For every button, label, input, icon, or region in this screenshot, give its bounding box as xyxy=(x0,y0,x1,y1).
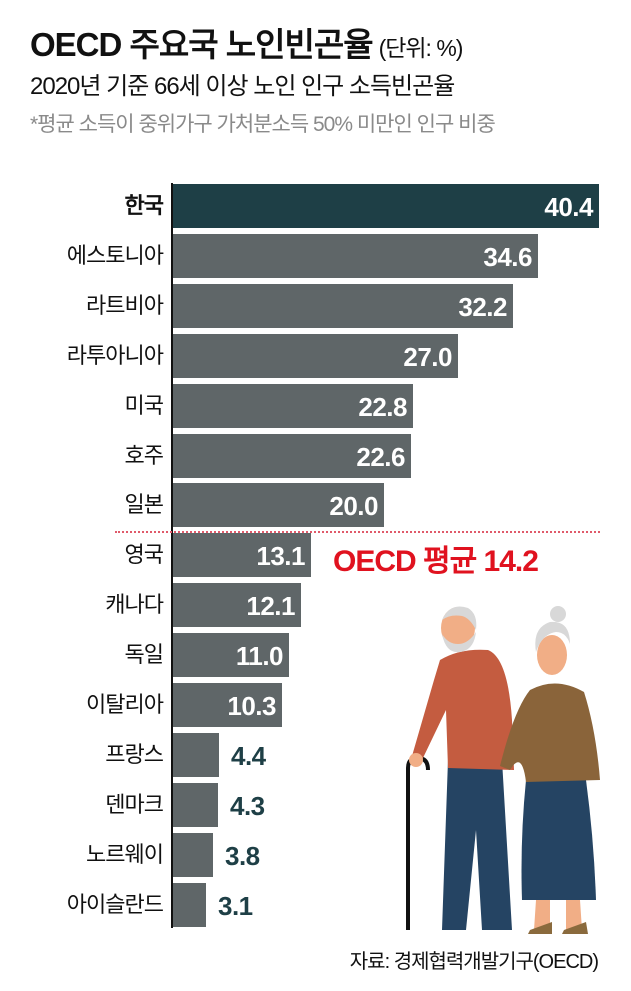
category-label: 호주 xyxy=(124,443,164,468)
elderly-couple-icon xyxy=(406,606,600,934)
bar: 13.1 xyxy=(173,533,311,577)
bar: 40.4 xyxy=(173,184,599,228)
category-label: 덴마크 xyxy=(105,792,164,817)
bar-row: 캐나다 12.1 xyxy=(0,583,631,627)
category-label: 라투아니아 xyxy=(66,343,164,368)
value-label: 12.1 xyxy=(246,591,295,621)
chart-title: OECD 주요국 노인빈곤율 (단위: %) xyxy=(30,18,464,66)
category-label: 에스토니아 xyxy=(66,243,164,268)
category-label: 독일 xyxy=(124,642,164,667)
category-label: 프랑스 xyxy=(105,742,164,767)
bar-row: 독일 11.0 xyxy=(0,633,631,677)
bar xyxy=(173,833,213,877)
bar-row: 라투아니아 27.0 xyxy=(0,334,631,378)
value-label: 10.3 xyxy=(227,691,276,721)
value-label: 4.4 xyxy=(231,741,266,771)
value-label: 13.1 xyxy=(256,541,305,571)
bar-row: 프랑스 4.4 xyxy=(0,733,631,777)
bar-row: 에스토니아 34.6 xyxy=(0,234,631,278)
category-label: 아이슬란드 xyxy=(66,892,164,917)
bar-row: 노르웨이 3.8 xyxy=(0,833,631,877)
title-text: OECD 주요국 노인빈곤율 xyxy=(30,26,374,63)
category-label: 캐나다 xyxy=(105,592,164,617)
bar-row: 덴마크 4.3 xyxy=(0,783,631,827)
value-label: 22.8 xyxy=(358,392,407,422)
value-label: 4.3 xyxy=(230,791,265,821)
category-label: 이탈리아 xyxy=(86,692,164,717)
y-axis-line xyxy=(171,183,173,928)
chart-footnote: *평균 소득이 중위가구 가처분소득 50% 미만인 인구 비중 xyxy=(30,113,496,136)
category-label: 라트비아 xyxy=(86,293,164,318)
bar-row: 일본 20.0 xyxy=(0,483,631,527)
value-label: 32.2 xyxy=(458,292,507,322)
bar: 12.1 xyxy=(173,583,301,627)
category-label: 일본 xyxy=(124,492,164,517)
elderly-couple-illustration xyxy=(390,600,630,945)
bar: 11.0 xyxy=(173,633,289,677)
value-label: 34.6 xyxy=(483,242,532,272)
value-label: 27.0 xyxy=(403,342,452,372)
bar xyxy=(173,733,219,777)
bar: 20.0 xyxy=(173,483,384,527)
bar-row: 한국 40.4 xyxy=(0,184,631,228)
bar xyxy=(173,883,206,927)
source-credit: 자료: 경제협력개발기구(OECD) xyxy=(349,951,599,973)
bar: 22.8 xyxy=(173,384,413,428)
bar-row: 미국 22.8 xyxy=(0,384,631,428)
bar: 10.3 xyxy=(173,683,282,727)
bar xyxy=(173,783,218,827)
unit-label: (단위: %) xyxy=(378,35,464,61)
bar-row: 호주 22.6 xyxy=(0,434,631,478)
value-label: 3.8 xyxy=(225,841,260,871)
bar: 22.6 xyxy=(173,434,411,478)
chart-subtitle: 2020년 기준 66세 이상 노인 인구 소득빈곤율 xyxy=(30,73,455,100)
value-label: 3.1 xyxy=(218,891,253,921)
value-label: 11.0 xyxy=(235,641,284,671)
bar: 32.2 xyxy=(173,284,513,328)
bar: 27.0 xyxy=(173,334,458,378)
bar-row: 이탈리아 10.3 xyxy=(0,683,631,727)
bar: 34.6 xyxy=(173,234,538,278)
category-label: 노르웨이 xyxy=(86,842,164,867)
oecd-average-label: OECD 평균 14.2 xyxy=(333,545,539,578)
bar-row: 라트비아 32.2 xyxy=(0,284,631,328)
bar-row: 영국 13.1 xyxy=(0,533,631,577)
category-label: 미국 xyxy=(124,393,164,418)
value-label: 20.0 xyxy=(329,491,378,521)
bar-row: 아이슬란드 3.1 xyxy=(0,883,631,927)
oecd-average-line xyxy=(115,531,600,533)
value-label: 40.4 xyxy=(544,192,593,222)
category-label: 한국 xyxy=(124,193,164,218)
value-label: 22.6 xyxy=(356,442,405,472)
category-label: 영국 xyxy=(124,542,164,567)
